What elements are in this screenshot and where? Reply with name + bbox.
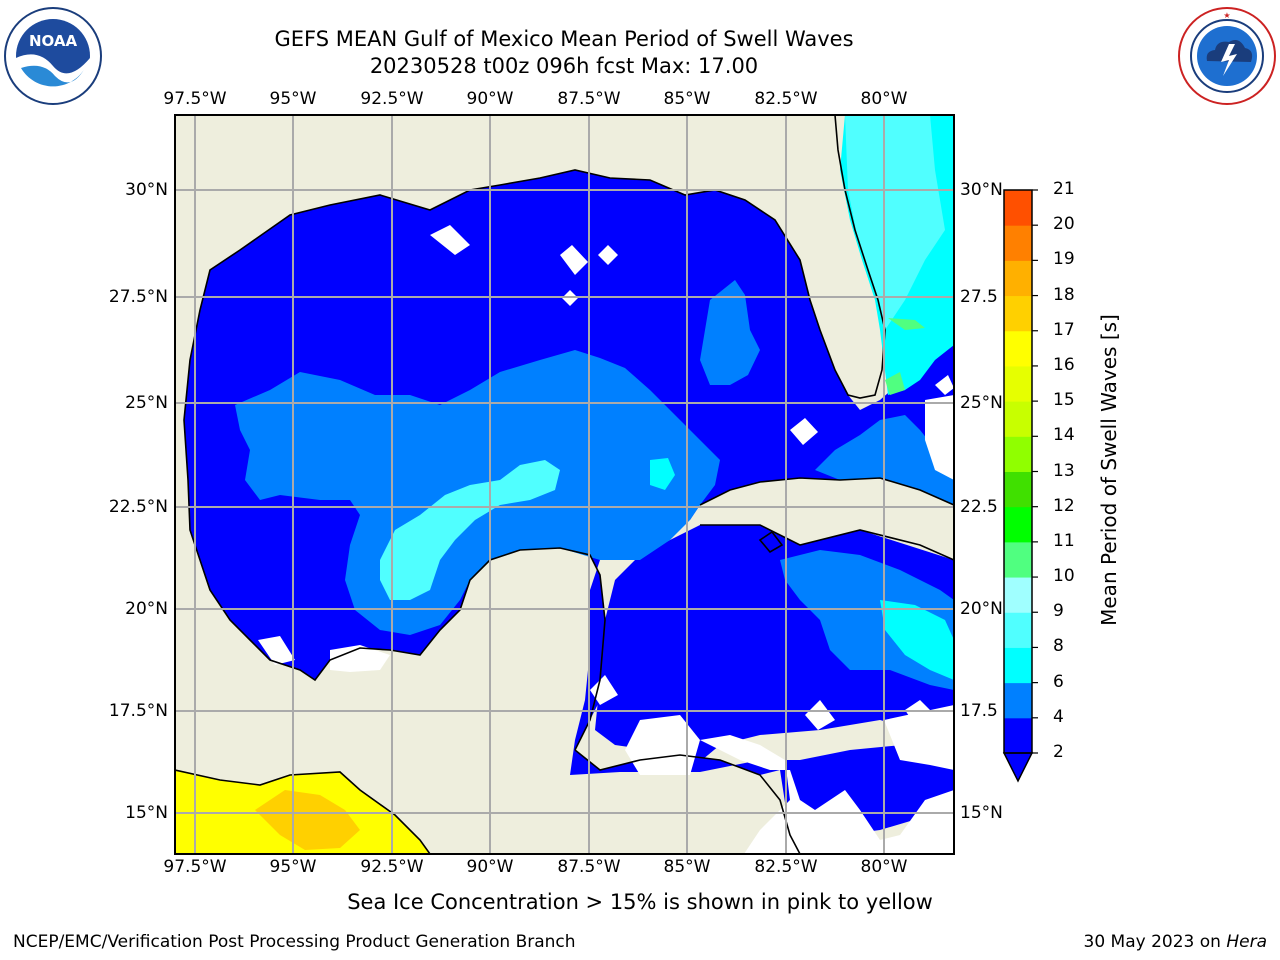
footer-date-text: 30 May 2023 on [1083,932,1227,952]
colorbar-tick-label: 14 [1053,425,1075,446]
colorbar-segment [1004,295,1032,332]
colorbar-tick-label: 10 [1053,566,1075,587]
lat-label-right: 25°N [960,393,1003,413]
nws-logo: ★ [1178,7,1276,105]
lon-label-top: 87.5°W [557,89,621,109]
footer-date: 30 May 2023 on Hera [1084,932,1268,952]
swell-light-central [380,460,560,600]
colorbar-tick-label: 19 [1053,249,1075,270]
colorbar-segment [1004,365,1032,402]
swell-green-patch-2 [885,372,905,395]
colorbar-segment [1004,506,1032,543]
colorbar-tick-label: 21 [1053,179,1075,199]
lat-label-left: 15°N [125,803,168,823]
colorbar-tick-label: 15 [1053,390,1075,411]
colorbar-tick-label: 6 [1053,671,1064,692]
colorbar-extend-arrow [1002,752,1034,783]
lon-label-top: 97.5°W [163,89,227,109]
colorbar-segment [1004,436,1032,472]
svg-text:★: ★ [1223,11,1230,20]
lon-label-bottom: 95°W [269,857,317,877]
lat-label-left: 25°N [125,393,168,413]
lat-label-right: 20°N [960,599,1003,619]
graticule [175,115,954,854]
colorbar-segment [1004,541,1032,578]
colorbar-tick-label: 20 [1053,214,1075,235]
lon-label-bottom: 97.5°W [163,857,227,877]
colorbar-segment [1004,225,1032,261]
colorbar [1002,189,1038,783]
lon-label-bottom: 82.5°W [754,857,818,877]
lat-label-right: 27.5 [960,287,998,307]
lon-label-bottom: 85°W [663,857,711,877]
colorbar-tick-label: 9 [1053,601,1064,622]
lat-label-left: 27.5°N [108,287,168,307]
colorbar-segment [1004,330,1032,367]
atlantic-ocean-pale [845,115,945,330]
colorbar-segment [1004,471,1032,508]
colorbar-segment [1004,717,1032,754]
map-frame [174,114,955,855]
colorbar-tick-label: 16 [1053,354,1075,375]
colorbar-segment [1004,190,1032,226]
lat-label-left: 30°N [125,180,168,200]
colorbar-title: Mean Period of Swell Waves [s] [1097,314,1121,626]
noaa-logo: NOAA [4,7,102,105]
lat-label-left: 17.5°N [108,701,168,721]
lat-label-right: 30°N [960,180,1003,200]
lat-label-left: 22.5°N [108,497,168,517]
swell-green-patch [888,318,925,330]
lon-label-top: 90°W [466,89,514,109]
colorbar-segment [1004,682,1032,719]
lon-label-top: 95°W [269,89,317,109]
swell-light-caribbean [880,600,954,680]
lon-label-bottom: 92.5°W [360,857,424,877]
colorbar-segment [1004,612,1032,648]
colorbar-segment [1004,260,1032,297]
lat-label-right: 17.5 [960,701,998,721]
colorbar-tick-label: 8 [1053,636,1064,657]
lon-label-top: 82.5°W [754,89,818,109]
chart-title: GEFS MEAN Gulf of Mexico Mean Period of … [274,27,854,51]
lon-label-top: 80°W [860,89,908,109]
noaa-logo-text: NOAA [29,32,78,50]
colorbar-tick-label: 2 [1053,742,1064,762]
lon-label-top: 85°W [663,89,711,109]
colorbar-tick-label: 17 [1053,319,1075,340]
colorbar-segment [1004,577,1032,613]
lat-label-right: 15°N [960,803,1003,823]
colorbar-segment [1004,401,1032,437]
footer-credit: NCEP/EMC/Verification Post Processing Pr… [13,932,576,952]
lon-label-bottom: 80°W [860,857,908,877]
lat-label-right: 22.5 [960,497,998,517]
colorbar-tick-label: 18 [1053,284,1075,305]
colorbar-segment [1004,647,1032,684]
colorbar-tick-label: 4 [1053,706,1064,727]
sea-ice-orange [255,790,360,850]
sea-ice-note: Sea Ice Concentration > 15% is shown in … [347,890,933,914]
lon-label-bottom: 90°W [466,857,514,877]
chart-subtitle: 20230528 t00z 096h fcst Max: 17.00 [369,54,759,78]
colorbar-tick-label: 11 [1053,530,1075,551]
lat-label-left: 20°N [125,599,168,619]
footer-host: Hera [1226,932,1267,952]
swell-mid-east [700,280,760,385]
lon-label-bottom: 87.5°W [557,857,621,877]
lon-label-top: 92.5°W [360,89,424,109]
swell-light-central-2 [650,458,675,490]
colorbar-tick-label: 13 [1053,460,1075,481]
colorbar-tick-label: 12 [1053,495,1075,516]
